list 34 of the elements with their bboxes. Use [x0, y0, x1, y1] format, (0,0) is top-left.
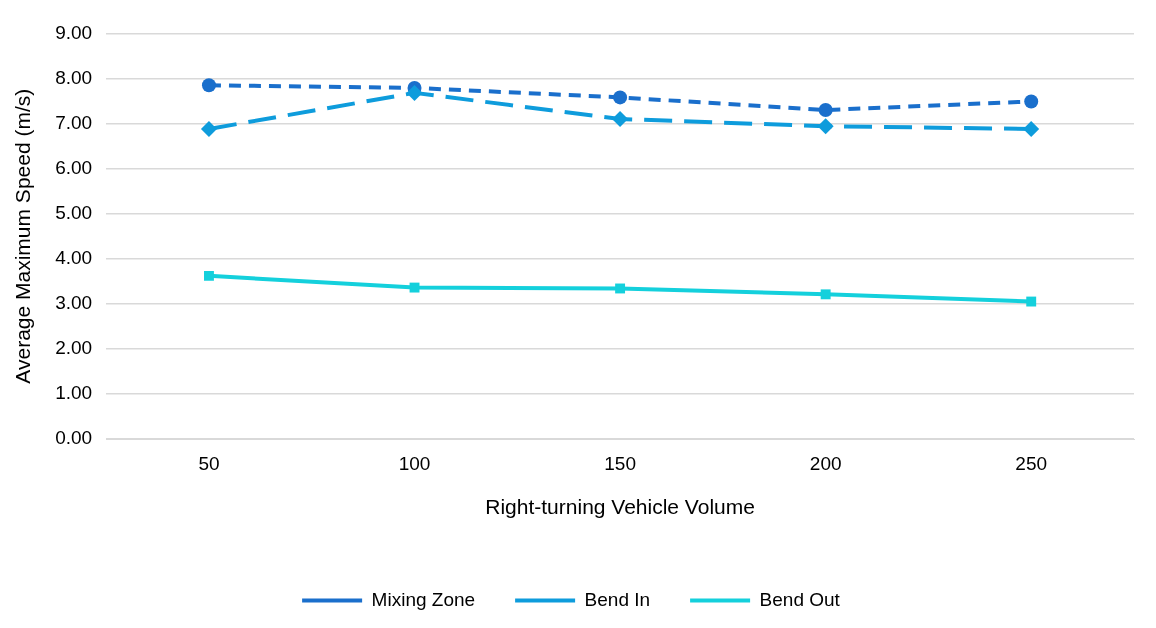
- point: [406, 84, 423, 101]
- y-tick-label: 1.00: [55, 382, 93, 404]
- point: [1023, 120, 1040, 137]
- x-tick-label: 250: [1015, 452, 1048, 474]
- y-tick-label: 8.00: [55, 66, 93, 88]
- point: [820, 289, 831, 300]
- y-tick-label: 9.00: [55, 21, 93, 43]
- point: [817, 118, 834, 135]
- y-tick-label: 5.00: [55, 201, 93, 223]
- x-tick-label: 200: [809, 452, 842, 474]
- point: [201, 78, 216, 93]
- point: [409, 282, 420, 293]
- point: [200, 120, 217, 137]
- y-tick-label: 0.00: [55, 427, 93, 449]
- point: [818, 103, 833, 118]
- y-tick-label: 7.00: [55, 111, 93, 133]
- legend-label: Bend In: [584, 588, 651, 610]
- x-tick-label: 150: [604, 452, 636, 474]
- point: [1024, 94, 1039, 109]
- point: [613, 90, 628, 105]
- y-tick-label: 2.00: [55, 337, 93, 359]
- x-axis-title: Right-turning Vehicle Volume: [485, 495, 755, 519]
- legend-label: Mixing Zone: [371, 588, 476, 610]
- point: [204, 270, 214, 281]
- point: [615, 283, 626, 294]
- y-tick-label: 6.00: [55, 156, 93, 178]
- x-tick-label: 50: [198, 452, 220, 474]
- y-axis-title: Average Maximum Speed (m/s): [11, 88, 35, 384]
- point: [612, 111, 629, 128]
- y-tick-label: 4.00: [55, 246, 93, 268]
- legend-label: Bend Out: [759, 588, 841, 610]
- x-tick-label: 100: [398, 452, 431, 474]
- point: [1026, 296, 1037, 307]
- y-tick-label: 3.00: [55, 292, 93, 314]
